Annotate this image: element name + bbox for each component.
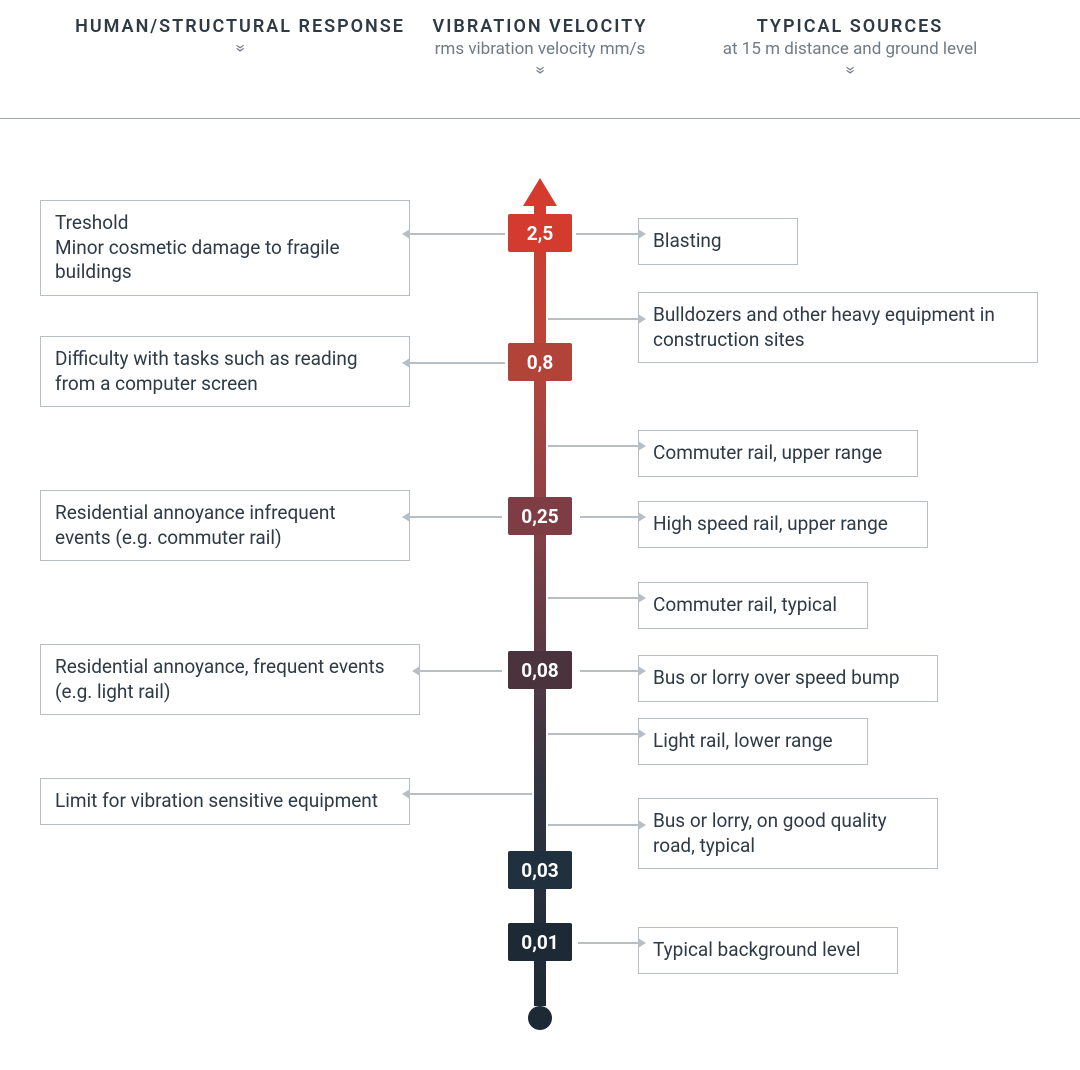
response-box: Residential annoyance infrequent events …	[40, 490, 410, 561]
source-box: Bulldozers and other heavy equipment in …	[638, 292, 1038, 363]
connector-line	[410, 516, 502, 518]
connector-line	[548, 824, 638, 826]
connector-line	[410, 233, 505, 235]
header-rule	[0, 118, 1080, 119]
connector-arrow-icon	[402, 512, 410, 522]
chevron-down-icon: »	[535, 66, 545, 74]
header-title: HUMAN/STRUCTURAL RESPONSE	[60, 16, 420, 37]
response-box: Treshold Minor cosmetic damage to fragil…	[40, 200, 410, 296]
connector-line	[548, 318, 638, 320]
connector-arrow-icon	[638, 441, 646, 451]
connector-arrow-icon	[638, 938, 646, 948]
chevron-down-icon: »	[235, 44, 245, 52]
header-title: VIBRATION VELOCITY	[430, 16, 650, 37]
velocity-chip: 0,03	[508, 851, 572, 889]
response-box: Limit for vibration sensitive equipment	[40, 778, 410, 825]
connector-line	[576, 233, 638, 235]
connector-arrow-icon	[638, 314, 646, 324]
header-subtitle: rms vibration velocity mm/s	[430, 39, 650, 59]
connector-line	[548, 597, 638, 599]
velocity-chip: 0,25	[508, 497, 572, 535]
connector-arrow-icon	[412, 666, 420, 676]
header-subtitle: at 15 m distance and ground level	[660, 39, 1040, 59]
source-box: Commuter rail, upper range	[638, 430, 918, 477]
header-col: TYPICAL SOURCESat 15 m distance and grou…	[660, 16, 1040, 79]
source-box: Bus or lorry over speed bump	[638, 655, 938, 702]
connector-line	[580, 670, 638, 672]
connector-arrow-icon	[402, 358, 410, 368]
vibration-scale-infographic: HUMAN/STRUCTURAL RESPONSE»VIBRATION VELO…	[0, 0, 1080, 1070]
connector-arrow-icon	[638, 593, 646, 603]
connector-line	[580, 516, 638, 518]
chevron-down-icon: »	[845, 66, 855, 74]
response-box: Difficulty with tasks such as reading fr…	[40, 336, 410, 407]
connector-arrow-icon	[638, 729, 646, 739]
source-box: Light rail, lower range	[638, 718, 868, 765]
connector-arrow-icon	[402, 789, 410, 799]
axis-segment	[534, 800, 546, 1006]
source-box: Blasting	[638, 218, 798, 265]
source-box: Commuter rail, typical	[638, 582, 868, 629]
axis-arrowhead-icon	[523, 178, 557, 206]
velocity-chip: 0,01	[508, 923, 572, 961]
source-box: Bus or lorry, on good quality road, typi…	[638, 798, 938, 869]
source-box: Typical background level	[638, 927, 898, 974]
axis-base-dot-icon	[528, 1006, 552, 1030]
header: HUMAN/STRUCTURAL RESPONSE»VIBRATION VELO…	[40, 0, 1040, 110]
connector-line	[578, 942, 638, 944]
connector-arrow-icon	[638, 229, 646, 239]
header-col: VIBRATION VELOCITYrms vibration velocity…	[430, 16, 650, 79]
velocity-chip: 0,08	[508, 651, 572, 689]
connector-line	[548, 445, 638, 447]
response-box: Residential annoyance, frequent events (…	[40, 644, 420, 715]
connector-arrow-icon	[638, 820, 646, 830]
velocity-chip: 0,8	[508, 343, 572, 381]
connector-arrow-icon	[638, 666, 646, 676]
header-title: TYPICAL SOURCES	[660, 16, 1040, 37]
connector-line	[548, 733, 638, 735]
connector-line	[410, 793, 532, 795]
source-box: High speed rail, upper range	[638, 501, 928, 548]
connector-line	[420, 670, 502, 672]
connector-arrow-icon	[402, 229, 410, 239]
connector-line	[410, 362, 505, 364]
header-col: HUMAN/STRUCTURAL RESPONSE »	[60, 16, 420, 57]
connector-arrow-icon	[638, 512, 646, 522]
velocity-chip: 2,5	[508, 214, 572, 252]
